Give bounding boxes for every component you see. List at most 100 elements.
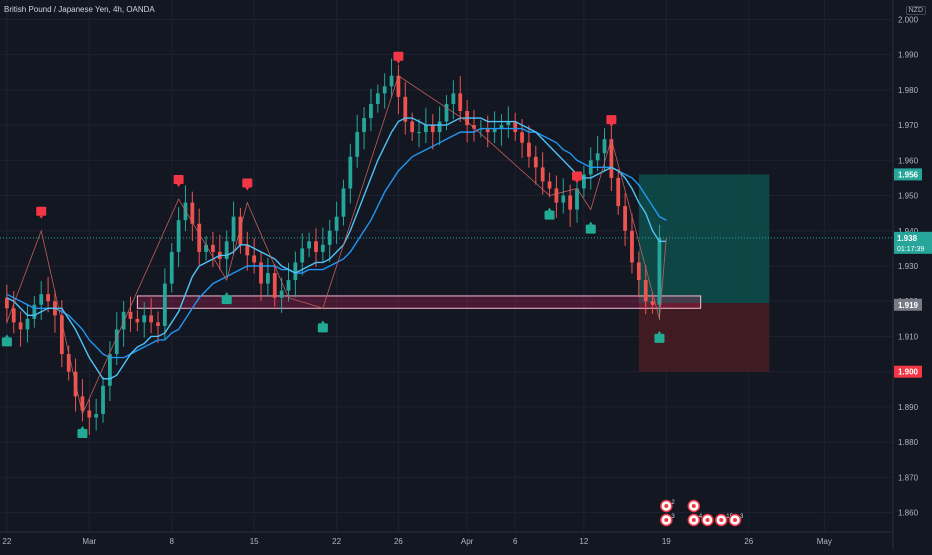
candle-body [142, 315, 147, 323]
y-tick-label: 1.890 [898, 403, 919, 412]
candle-body [114, 329, 119, 355]
pivot-high-pointer [609, 124, 614, 128]
candle-body [623, 206, 627, 231]
y-tick-label: 1.940 [898, 227, 919, 236]
candle-body [149, 315, 154, 323]
candle-body [307, 241, 312, 249]
candle-body [101, 385, 105, 414]
candle-body [341, 188, 346, 217]
candle-body [513, 121, 518, 133]
economic-event-icon-dot [705, 518, 710, 522]
candle-body [602, 139, 607, 154]
candle-body [492, 128, 497, 133]
pivot-high-marker [36, 206, 47, 216]
pivot-low-marker [544, 210, 555, 220]
x-tick-label: Mar [82, 537, 96, 546]
candle-body [59, 315, 64, 355]
candle-body [259, 262, 263, 284]
price-axis-label-bg [894, 168, 922, 181]
candle-body [108, 354, 112, 386]
candle-body [293, 262, 298, 281]
y-tick-label: 1.910 [898, 332, 919, 341]
candle-body [657, 237, 662, 305]
pivot-high-pointer [176, 184, 181, 188]
candle-body [169, 251, 174, 284]
candle-body [238, 216, 243, 245]
x-tick-label: 26 [394, 537, 403, 546]
price-axis-label: 1.900 [898, 368, 919, 377]
candle-body [348, 156, 353, 189]
economic-event-icon-dot [719, 518, 724, 522]
current-price-countdown: 01:17:39 [897, 246, 924, 253]
candle-body [128, 311, 133, 319]
pivot-high-marker [173, 175, 184, 185]
candle-body [252, 255, 257, 263]
y-tick-label: 2.000 [898, 15, 919, 24]
candle-body [279, 290, 284, 298]
y-tick-label: 1.870 [898, 473, 919, 482]
candle-body [575, 188, 579, 210]
pivot-low-marker [654, 333, 665, 343]
candle-body [581, 174, 586, 189]
demand-zone [136, 295, 702, 309]
economic-event-icon-dot [664, 504, 669, 508]
x-tick-label: 12 [579, 537, 588, 546]
economic-event-icon-dot [664, 518, 669, 522]
price-axis-label-bg [894, 298, 922, 311]
candle-body [18, 322, 23, 330]
candle-body [66, 354, 71, 372]
candle-body [533, 156, 538, 168]
current-price-label-bg [894, 231, 932, 254]
ema-slow-line [6, 127, 667, 359]
candle-body [472, 125, 476, 129]
currency-badge[interactable]: NZD [905, 6, 926, 15]
chart-title: British Pound / Japanese Yen, 4h, OANDA [4, 5, 155, 14]
candle-body [609, 139, 614, 178]
pivot-high-pointer [396, 60, 401, 64]
candle-body [389, 75, 394, 87]
candle-body [355, 132, 360, 157]
candle-body [245, 244, 250, 256]
candle-body [94, 413, 99, 418]
ema-fast-line [6, 117, 667, 380]
candle-body [162, 283, 167, 326]
candle-body [4, 297, 9, 309]
candle-body [561, 195, 566, 203]
candle-body [300, 248, 305, 263]
candle-body [327, 230, 332, 245]
pivot-low-pointer [588, 221, 593, 225]
candle-body [458, 93, 463, 111]
current-price-value: 1.938 [897, 234, 918, 243]
x-tick-label: 6 [513, 537, 518, 546]
candle-body [410, 121, 415, 133]
x-tick-label: Apr [461, 537, 474, 546]
candle-body [204, 244, 208, 252]
x-tick-label: 15 [250, 537, 259, 546]
pivot-low-marker [1, 337, 12, 347]
economic-event-icon-dot [691, 518, 696, 522]
pivot-low-pointer [224, 292, 229, 296]
candle-body [547, 181, 552, 189]
candle-body [437, 121, 442, 133]
zigzag-line-alt [6, 75, 667, 415]
candle-body [156, 322, 160, 326]
candle-body [135, 318, 140, 323]
x-tick-label: 8 [170, 537, 175, 546]
x-tick-label: 22 [332, 537, 341, 546]
candle-body [506, 121, 511, 126]
candle-body [396, 75, 401, 97]
pivot-high-marker [393, 51, 404, 61]
candle-body [39, 294, 44, 305]
y-tick-label: 1.950 [898, 192, 919, 201]
economic-event-count: 3 [740, 514, 744, 520]
price-axis-label: 1.956 [898, 170, 919, 179]
candle-body [630, 230, 634, 263]
y-tick-label: 1.860 [898, 509, 919, 518]
candle-body [636, 262, 641, 281]
candle-body [46, 294, 50, 302]
price-axis-label: 1.919 [898, 301, 919, 310]
y-tick-label: 1.980 [898, 86, 919, 95]
candle-body [190, 202, 195, 224]
